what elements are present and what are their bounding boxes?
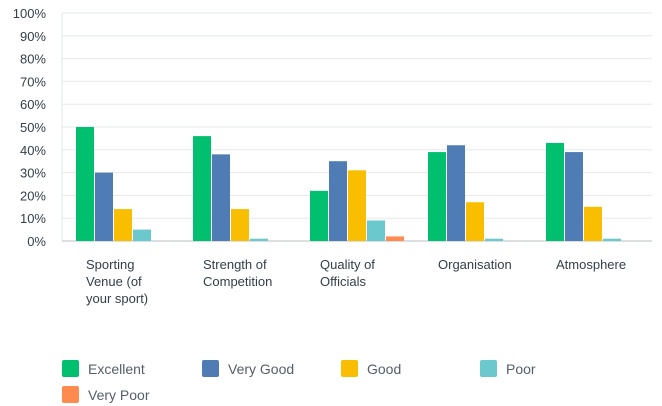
y-tick-label: 70% xyxy=(20,74,46,89)
bar-excellent[interactable] xyxy=(310,190,328,241)
x-category-label-line: Organisation xyxy=(438,257,512,272)
y-tick-label: 10% xyxy=(20,211,46,226)
x-category-label-line: Competition xyxy=(203,274,273,289)
bar-poor[interactable] xyxy=(133,229,151,241)
legend-swatch xyxy=(62,386,79,403)
x-category-label-line: Sporting xyxy=(86,257,135,272)
y-tick-label: 90% xyxy=(20,29,46,44)
legend-label: Poor xyxy=(506,360,536,377)
y-tick-label: 80% xyxy=(20,52,46,67)
legend-label: Good xyxy=(367,360,402,377)
y-tick-label: 0% xyxy=(27,234,46,249)
legend-item-good[interactable]: Good xyxy=(341,360,401,377)
bar-poor[interactable] xyxy=(603,238,621,241)
bar-good[interactable] xyxy=(348,170,366,241)
x-category-label: Quality of Officials xyxy=(320,256,420,290)
legend-item-excellent[interactable]: Excellent xyxy=(62,360,145,377)
bar-very-poor[interactable] xyxy=(386,236,404,241)
gridlines xyxy=(62,12,652,242)
x-category-label-line: Strength of xyxy=(203,257,267,272)
y-tick-label: 50% xyxy=(20,120,46,135)
bar-good[interactable] xyxy=(466,202,484,241)
legend-label: Excellent xyxy=(88,360,145,377)
legend-item-poor[interactable]: Poor xyxy=(480,360,536,377)
y-axis: 0% 10% 20% 30% 40% 50% 60% 70% 80% 90% 100% xyxy=(13,6,63,249)
bar-excellent[interactable] xyxy=(193,136,211,241)
bar-good[interactable] xyxy=(114,209,132,241)
y-tick-label: 60% xyxy=(20,97,46,112)
bar-good[interactable] xyxy=(584,206,602,241)
x-category-label: Organisation xyxy=(438,256,538,273)
y-tick-label: 30% xyxy=(20,166,46,181)
x-category-label: Atmosphere xyxy=(556,256,656,273)
legend-label: Very Poor xyxy=(88,386,150,403)
x-category-label-line: your sport) xyxy=(86,291,149,306)
bar-very-good[interactable] xyxy=(95,172,113,241)
legend-swatch xyxy=(62,360,79,377)
x-category-label-line: Atmosphere xyxy=(556,257,627,272)
legend-swatch xyxy=(202,360,219,377)
bar-excellent[interactable] xyxy=(546,142,564,241)
bars xyxy=(76,127,621,241)
x-category-label: Strength of Competition xyxy=(203,256,303,290)
bar-poor[interactable] xyxy=(250,238,268,241)
legend-item-very-poor[interactable]: Very Poor xyxy=(62,386,149,403)
legend-item-very-good[interactable]: Very Good xyxy=(202,360,294,377)
bar-very-good[interactable] xyxy=(565,152,583,241)
y-tick-label: 40% xyxy=(20,143,46,158)
x-category-label-line: Officials xyxy=(320,274,366,289)
y-tick-label: 100% xyxy=(13,6,47,21)
bar-very-good[interactable] xyxy=(447,145,465,241)
bar-very-good[interactable] xyxy=(212,154,230,241)
y-tick-label: 20% xyxy=(20,188,46,203)
bar-excellent[interactable] xyxy=(428,152,446,241)
x-category-label-line: Quality of xyxy=(320,257,375,272)
x-category-label-line: Venue (of xyxy=(86,274,142,289)
x-category-label: Sporting Venue (of your sport) xyxy=(86,256,186,307)
bar-poor[interactable] xyxy=(367,220,385,241)
bar-very-good[interactable] xyxy=(329,161,347,241)
legend-label: Very Good xyxy=(228,360,295,377)
bar-good[interactable] xyxy=(231,209,249,241)
bar-poor[interactable] xyxy=(485,238,503,241)
legend-swatch xyxy=(480,360,497,377)
bar-excellent[interactable] xyxy=(76,127,94,241)
legend-swatch xyxy=(341,360,358,377)
